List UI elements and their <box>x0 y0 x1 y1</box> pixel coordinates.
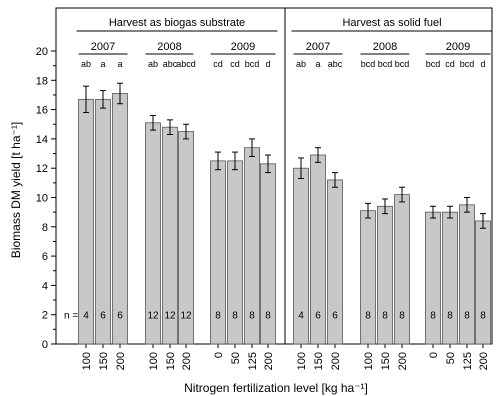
y-tick-label: 14 <box>36 134 48 146</box>
x-tick-label: 200 <box>478 352 490 370</box>
x-tick-label: 125 <box>247 352 259 370</box>
bar <box>459 204 475 345</box>
bars <box>78 82 491 345</box>
bar <box>475 220 491 345</box>
x-tick-label: 150 <box>98 352 110 370</box>
significance-letters: d <box>265 59 270 69</box>
significance-letters: ab <box>296 59 306 69</box>
significance-letters: abc <box>163 59 178 69</box>
significance-letters: abcd <box>176 59 196 69</box>
significance-letters: a <box>100 59 105 69</box>
bar <box>377 205 393 345</box>
x-tick-label: 0 <box>428 352 440 358</box>
y-tick-label: 18 <box>36 75 48 87</box>
n-count-label: 8 <box>249 311 255 322</box>
n-count-label: 8 <box>215 311 221 322</box>
significance-letters: bcd <box>395 59 410 69</box>
significance-letters: cd <box>230 59 240 69</box>
significance-letters: bcd <box>378 59 393 69</box>
bar <box>112 93 128 345</box>
x-tick-label: 150 <box>313 352 325 370</box>
n-count-label: 8 <box>265 311 271 322</box>
significance-letters: a <box>315 59 320 69</box>
x-axis-label: Nitrogen fertilization level [kg ha⁻¹] <box>184 381 368 395</box>
x-tick-label: 150 <box>165 352 177 370</box>
year-label: 2008 <box>373 41 397 53</box>
bar <box>442 211 458 345</box>
bar <box>425 211 441 345</box>
y-tick-label: 6 <box>42 251 48 263</box>
n-count-label: 6 <box>315 311 321 322</box>
n-count-label: 6 <box>100 311 106 322</box>
bar <box>360 210 376 345</box>
n-count-label: 8 <box>382 311 388 322</box>
n-count-label: 8 <box>232 311 238 322</box>
y-tick-label: 16 <box>36 105 48 117</box>
bar <box>95 98 111 345</box>
n-count-label: 6 <box>117 311 123 322</box>
y-tick-label: 12 <box>36 163 48 175</box>
y-tick-label: 10 <box>36 193 48 205</box>
significance-letters: d <box>480 59 485 69</box>
significance-letters: cd <box>213 59 223 69</box>
n-count-label: 12 <box>147 311 159 322</box>
year-label: 2007 <box>306 41 330 53</box>
significance-letters: bcd <box>361 59 376 69</box>
n-count-label: 4 <box>83 311 89 322</box>
x-tick-label: 100 <box>148 352 160 370</box>
n-prefix-label: n = <box>64 311 78 322</box>
significance-letters: cd <box>445 59 455 69</box>
x-tick-label: 200 <box>397 352 409 370</box>
x-tick-label: 50 <box>445 352 457 364</box>
x-tick-label: 0 <box>213 352 225 358</box>
significance-letters: bcd <box>245 59 260 69</box>
x-tick-label: 125 <box>462 352 474 370</box>
y-tick-label: 4 <box>42 280 48 292</box>
significance-letters: a <box>117 59 122 69</box>
year-label: 2008 <box>157 41 181 53</box>
x-tick-label: 50 <box>230 352 242 364</box>
year-label: 2009 <box>446 41 470 53</box>
y-tick-label: 20 <box>36 46 48 58</box>
n-count-label: 4 <box>298 311 304 322</box>
y-axis-label: Biomass DM yield [t ha⁻¹] <box>9 122 23 258</box>
significance-letters: bcd <box>460 59 475 69</box>
x-tick-label: 200 <box>330 352 342 370</box>
significance-letters: bcd <box>426 59 441 69</box>
bar <box>78 98 94 345</box>
y-tick-label: 2 <box>42 310 48 322</box>
x-tick-label: 200 <box>181 352 193 370</box>
x-tick-label: 100 <box>363 352 375 370</box>
section-title: Harvest as solid fuel <box>342 17 441 29</box>
n-count-label: 12 <box>164 311 176 322</box>
section-title: Harvest as biogas substrate <box>109 17 245 29</box>
significance-letters: ab <box>148 59 158 69</box>
n-count-label: 8 <box>464 311 470 322</box>
y-tick-label: 8 <box>42 222 48 234</box>
n-count-label: 8 <box>399 311 405 322</box>
n-count-label: 8 <box>447 311 453 322</box>
significance-letters: ab <box>81 59 91 69</box>
year-label: 2009 <box>231 41 255 53</box>
n-count-label: 8 <box>365 311 371 322</box>
significance-letters: abc <box>328 59 343 69</box>
n-count-label: 12 <box>180 311 192 322</box>
n-count-label: 8 <box>480 311 486 322</box>
x-tick-label: 200 <box>115 352 127 370</box>
x-tick-label: 200 <box>263 352 275 370</box>
x-tick-label: 150 <box>380 352 392 370</box>
n-count-label: 8 <box>430 311 436 322</box>
n-count-label: 6 <box>332 311 338 322</box>
year-label: 2007 <box>91 41 115 53</box>
y-tick-label: 0 <box>42 339 48 351</box>
x-tick-label: 100 <box>81 352 93 370</box>
x-tick-label: 100 <box>296 352 308 370</box>
